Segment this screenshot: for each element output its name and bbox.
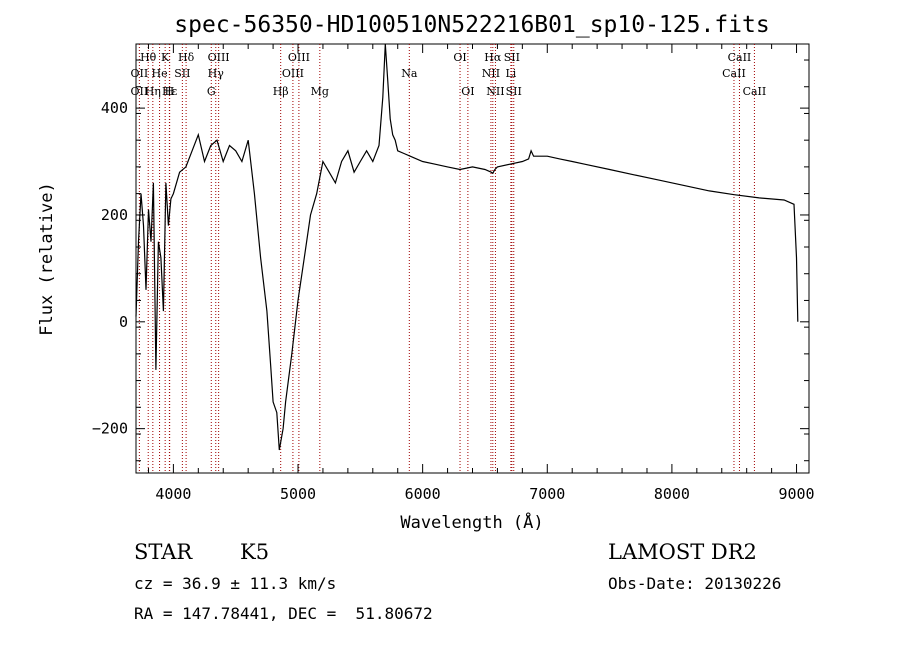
spectral-line-label: SII <box>504 51 520 64</box>
spectral-line-label: OIII <box>288 51 310 64</box>
object-class: STAR <box>134 540 193 564</box>
spectral-line-label: Hη <box>145 85 161 98</box>
spectral-line-label: He <box>152 67 168 80</box>
x-tick-label: 6000 <box>405 485 441 503</box>
y-tick-label: 200 <box>101 206 128 224</box>
y-tick-label: 400 <box>101 99 128 117</box>
x-axis-ticks: 4000 5000 6000 7000 8000 9000 <box>147 44 815 503</box>
spectral-line-label: OI <box>453 51 466 64</box>
spectral-line-label: SII <box>506 85 522 98</box>
spectral-line-label: Hβ <box>273 85 289 98</box>
spectral-line-label: Mg <box>311 85 329 98</box>
spectral-line-label: Hε <box>162 85 178 98</box>
object-subclass: K5 <box>240 540 270 564</box>
x-tick-label: 5000 <box>280 485 316 503</box>
spectral-line-label: SII <box>174 67 190 80</box>
spectral-line-label: OII <box>131 85 149 98</box>
y-axis-label: Flux (relative) <box>37 182 57 336</box>
spectral-line-label: Hδ <box>178 51 195 64</box>
spectral-line-label: Li <box>505 67 516 80</box>
survey-name: LAMOST DR2 <box>608 540 757 564</box>
spectral-line-label: OIII <box>282 67 304 80</box>
spectral-line-label: OII <box>131 67 149 80</box>
observation-date: Obs-Date: 20130226 <box>608 574 782 593</box>
chart-title: spec-56350-HD100510N522216B01_sp10-125.f… <box>174 12 769 38</box>
spectral-line-label: CaII <box>722 67 746 80</box>
redshift-cz: cz = 36.9 ± 11.3 km/s <box>134 574 337 593</box>
spectral-line-label: Hθ <box>140 51 157 64</box>
x-tick-label: 7000 <box>529 485 565 503</box>
y-tick-label: −200 <box>92 420 128 438</box>
plot-frame <box>135 43 810 474</box>
x-tick-label: 9000 <box>778 485 814 503</box>
spectral-line-label: Na <box>401 67 418 80</box>
spectral-line-label: CaII <box>728 51 752 64</box>
spectral-line-label: Hγ <box>208 67 225 80</box>
x-tick-label: 8000 <box>654 485 690 503</box>
spectral-line-label: OIII <box>208 51 230 64</box>
y-tick-label: 0 <box>119 313 128 331</box>
y-axis-ticks: −200 0 200 400 <box>92 59 809 462</box>
spectral-line-label: Hα <box>484 51 502 64</box>
spectral-line-label: NII <box>482 67 500 80</box>
spectral-line-label: G <box>207 85 216 98</box>
spectral-line-label: OI <box>461 85 474 98</box>
spectral-line-label: K <box>161 51 170 64</box>
spectral-line-label: H <box>165 85 175 98</box>
spectral-line-markers <box>138 44 755 473</box>
spectral-line-label: NII <box>486 85 504 98</box>
spectral-line-label: CaII <box>743 85 767 98</box>
spectrum-series-line <box>135 43 799 451</box>
x-axis-label: Wavelength (Å) <box>400 511 543 533</box>
x-tick-label: 4000 <box>155 485 191 503</box>
ra-dec-coordinates: RA = 147.78441, DEC = 51.80672 <box>134 604 433 623</box>
